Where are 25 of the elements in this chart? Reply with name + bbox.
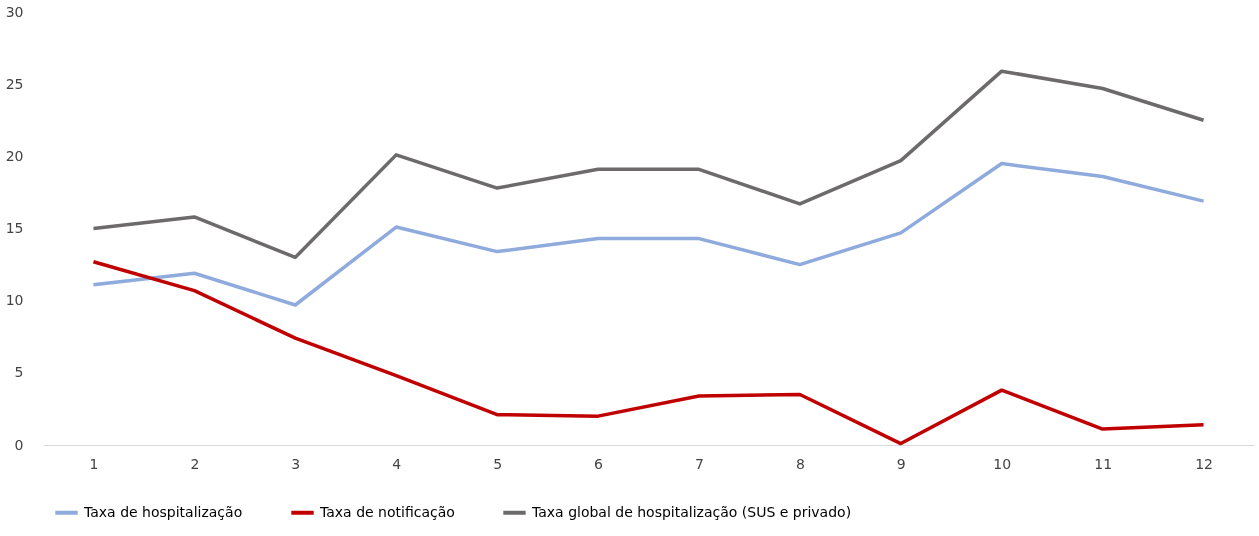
line-series xyxy=(91,161,1206,307)
legend-label: Taxa global de hospitalização (SUS e privado) xyxy=(531,503,852,520)
x-tick-label: 10 xyxy=(993,455,1012,472)
line-series xyxy=(91,259,1206,446)
y-tick-label: 5 xyxy=(14,364,24,381)
y-tick-label: 15 xyxy=(5,220,24,236)
x-tick-label: 9 xyxy=(896,455,906,472)
y-tick-label: 10 xyxy=(5,292,24,309)
x-tick-label: 1 xyxy=(89,455,99,472)
x-tick-label: 11 xyxy=(1094,455,1113,472)
y-tick-label: 25 xyxy=(5,75,24,92)
x-tick-label: 2 xyxy=(190,455,200,472)
y-tick-label: 30 xyxy=(5,3,24,20)
x-tick-label: 4 xyxy=(392,455,402,472)
x-tick-label: 8 xyxy=(795,455,805,472)
x-tick-label: 7 xyxy=(695,455,704,472)
x-tick-label: 12 xyxy=(1195,455,1213,472)
legend-label: Taxa de notificação xyxy=(319,503,455,520)
x-tick-label: 6 xyxy=(594,455,604,472)
line-series xyxy=(91,69,1206,260)
y-tick-label: 0 xyxy=(14,436,24,453)
x-tick-label: 5 xyxy=(493,455,503,472)
x-tick-label: 3 xyxy=(291,455,301,472)
y-tick-label: 20 xyxy=(5,147,24,164)
legend-label: Taxa de hospitalização xyxy=(83,503,243,520)
